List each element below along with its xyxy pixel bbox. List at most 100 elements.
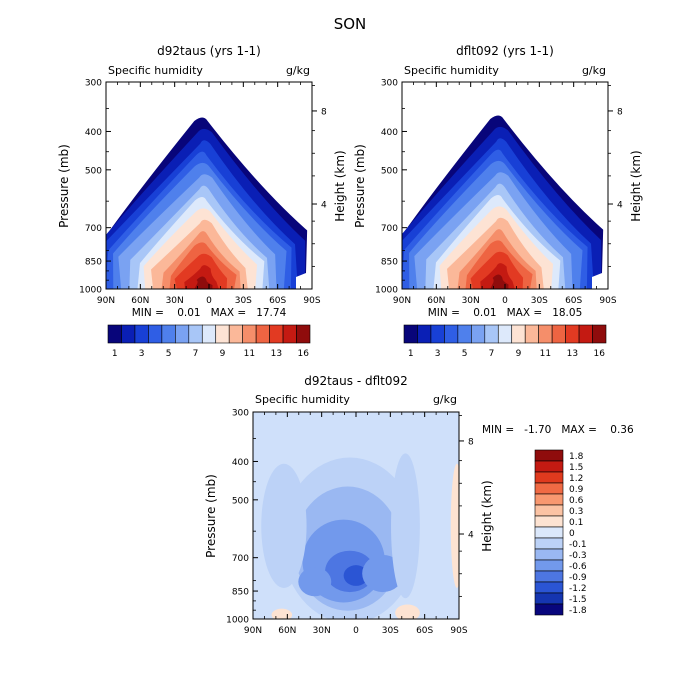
x-tick-label: 60S bbox=[565, 296, 582, 306]
y-tick-label: 700 bbox=[85, 224, 102, 234]
x-tick-label: 90N bbox=[393, 296, 411, 306]
axis-ticks: 90N 60N 30N 0 30S 60S 90S 300 400 500 700 850 1000 8 4 bbox=[375, 79, 623, 307]
colorbar-swatch bbox=[484, 324, 499, 344]
figure-title: SON bbox=[334, 15, 367, 33]
colorbar-label: 5 bbox=[166, 349, 172, 359]
colorbar-swatch bbox=[188, 324, 203, 344]
colorbar-swatch bbox=[121, 324, 136, 344]
colorbar-swatch bbox=[534, 504, 564, 517]
colorbar-swatch bbox=[430, 324, 445, 344]
colorbar-label: 0.6 bbox=[569, 496, 584, 506]
colorbar-swatch bbox=[592, 324, 607, 344]
height-tick-label: 8 bbox=[468, 437, 474, 447]
height-tick-label: 8 bbox=[617, 107, 623, 117]
y2-axis-label: Height (km) bbox=[480, 480, 494, 551]
y-axis-label: Pressure (mb) bbox=[57, 144, 71, 228]
y-tick-label: 850 bbox=[381, 258, 398, 268]
positive-anomaly bbox=[450, 463, 459, 588]
colorbar-swatch bbox=[107, 324, 122, 344]
y-tick-label: 300 bbox=[232, 409, 249, 419]
colorbar-label: 0.3 bbox=[569, 507, 583, 517]
units-label: g/kg bbox=[286, 64, 310, 77]
colorbar-swatch bbox=[134, 324, 149, 344]
x-tick-label: 30N bbox=[313, 626, 331, 636]
colorbar-swatch bbox=[534, 559, 564, 572]
y-tick-label: 850 bbox=[232, 588, 249, 598]
colorbar-label: 5 bbox=[462, 349, 468, 359]
y-axis-label: Pressure (mb) bbox=[204, 474, 218, 558]
contour-band bbox=[298, 567, 332, 597]
variable-label: Specific humidity bbox=[108, 64, 203, 77]
colorbar-label: 0 bbox=[569, 529, 575, 539]
y-tick-label: 700 bbox=[232, 554, 249, 564]
x-tick-label: 30S bbox=[531, 296, 548, 306]
positive-anomaly bbox=[395, 604, 420, 619]
colorbar-label: -0.9 bbox=[569, 573, 587, 583]
y-tick-label: 300 bbox=[85, 79, 102, 89]
colorbar-swatch bbox=[534, 482, 564, 495]
colorbar-label: 1 bbox=[112, 349, 118, 359]
contour-band bbox=[343, 565, 369, 586]
x-tick-label: 90S bbox=[599, 296, 616, 306]
x-tick-label: 60N bbox=[278, 626, 296, 636]
y-tick-label: 1000 bbox=[375, 286, 398, 296]
y-tick-label: 1000 bbox=[79, 286, 102, 296]
colorbar-label: 1.5 bbox=[569, 463, 583, 473]
missing-data-region bbox=[592, 172, 608, 289]
y2-axis-label: Height (km) bbox=[629, 150, 643, 221]
colorbar-swatch bbox=[457, 324, 472, 344]
height-tick-label: 4 bbox=[321, 201, 327, 211]
contour-band bbox=[362, 554, 404, 593]
y-tick-label: 500 bbox=[85, 166, 102, 176]
colorbar-swatch bbox=[534, 449, 564, 462]
height-tick-label: 8 bbox=[321, 107, 327, 117]
panel-d92taus: d92taus (yrs 1-1) Specific humidity g/kg… bbox=[57, 44, 347, 359]
colorbar-swatch bbox=[255, 324, 270, 344]
panel-dflt092: dflt092 (yrs 1-1) Specific humidity g/kg… bbox=[353, 44, 643, 359]
y-tick-label: 400 bbox=[381, 128, 398, 138]
height-tick-label: 4 bbox=[468, 531, 474, 541]
contour-band bbox=[490, 274, 509, 289]
x-tick-label: 30S bbox=[235, 296, 252, 306]
colorbar-swatch bbox=[538, 324, 553, 344]
x-tick-label: 60N bbox=[131, 296, 149, 306]
contour-fill-group bbox=[402, 115, 608, 289]
colorbar-label: 9 bbox=[516, 349, 522, 359]
units-label: g/kg bbox=[433, 393, 457, 406]
colorbar-swatch bbox=[444, 324, 459, 344]
colorbar-swatch bbox=[565, 324, 580, 344]
y-tick-label: 500 bbox=[232, 496, 249, 506]
colorbar-label: 0.9 bbox=[569, 485, 584, 495]
colorbar: 1.81.51.20.90.60.30.10-0.1-0.3-0.6-0.9-1… bbox=[534, 449, 587, 616]
colorbar-swatch bbox=[403, 324, 418, 344]
x-tick-label: 90N bbox=[97, 296, 115, 306]
panel-title: d92taus - dflt092 bbox=[304, 374, 408, 388]
colorbar-label: 0.1 bbox=[569, 518, 583, 528]
colorbar-swatch bbox=[282, 324, 297, 344]
variable-label: Specific humidity bbox=[255, 393, 350, 406]
colorbar-label: 11 bbox=[540, 349, 551, 359]
y-tick-label: 1000 bbox=[226, 616, 249, 626]
x-tick-label: 0 bbox=[206, 296, 212, 306]
colorbar-swatch bbox=[524, 324, 539, 344]
colorbar-label: 9 bbox=[220, 349, 226, 359]
colorbar-label: 16 bbox=[298, 349, 310, 359]
x-tick-label: 60S bbox=[269, 296, 286, 306]
y-tick-label: 400 bbox=[85, 128, 102, 138]
colorbar-swatch bbox=[551, 324, 566, 344]
colorbar-swatch bbox=[242, 324, 257, 344]
colorbar-swatch bbox=[534, 460, 564, 473]
colorbar-label: 1.8 bbox=[569, 452, 584, 462]
colorbar-label: -0.1 bbox=[569, 540, 587, 550]
colorbar-swatch bbox=[534, 581, 564, 594]
units-label: g/kg bbox=[582, 64, 606, 77]
x-tick-label: 30N bbox=[462, 296, 480, 306]
y-axis-label: Pressure (mb) bbox=[353, 144, 367, 228]
colorbar-label: 7 bbox=[489, 349, 495, 359]
y-tick-label: 500 bbox=[381, 166, 398, 176]
colorbar-label: 7 bbox=[193, 349, 199, 359]
variable-label: Specific humidity bbox=[404, 64, 499, 77]
colorbar-label: 1.2 bbox=[569, 474, 583, 484]
min-max-stats: MIN = -1.70 MAX = 0.36 bbox=[482, 424, 634, 436]
colorbar-swatch bbox=[296, 324, 311, 344]
